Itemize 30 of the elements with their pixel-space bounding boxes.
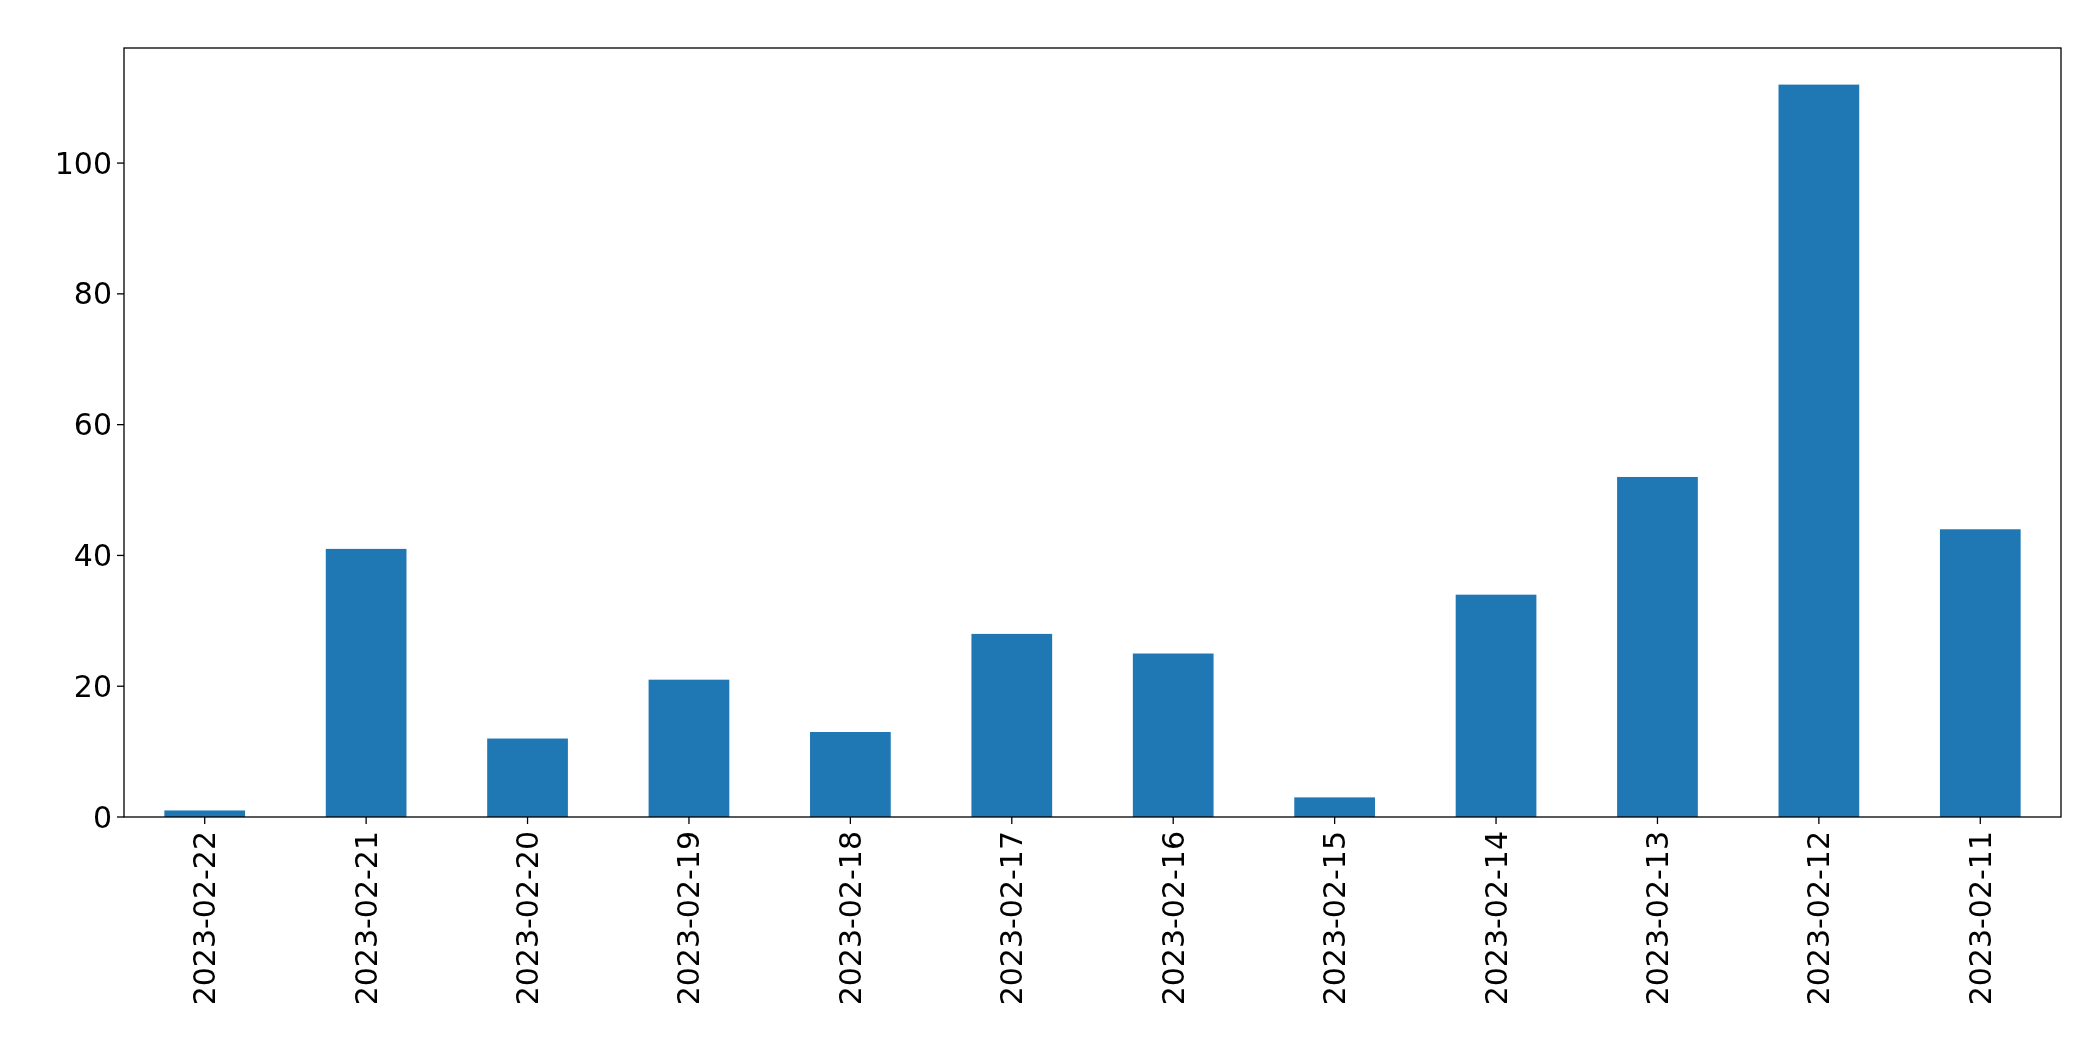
bar <box>1778 84 1860 817</box>
bar <box>648 679 730 817</box>
bar <box>1617 476 1698 817</box>
bar <box>325 548 407 817</box>
y-tick-label: 20 <box>73 668 112 704</box>
x-tick-label: 2023-02-17 <box>994 831 1030 1006</box>
y-tick-label: 40 <box>73 537 112 573</box>
bar <box>971 633 1053 817</box>
y-tick-label: 0 <box>92 799 112 835</box>
x-tick-label: 2023-02-22 <box>187 831 223 1006</box>
x-tick-label: 2023-02-16 <box>1155 831 1191 1006</box>
y-tick-label: 100 <box>54 145 112 181</box>
x-tick-label: 2023-02-20 <box>510 831 546 1006</box>
x-tick-label: 2023-02-19 <box>671 831 707 1006</box>
bar <box>164 810 246 817</box>
x-tick-label: 2023-02-18 <box>832 831 868 1006</box>
y-tick-label: 80 <box>73 276 112 312</box>
y-tick-label: 60 <box>73 407 112 443</box>
bar <box>1939 529 2021 817</box>
x-tick-label: 2023-02-12 <box>1801 831 1837 1006</box>
bar <box>1132 653 1214 817</box>
bar <box>1294 797 1375 817</box>
x-tick-label: 2023-02-11 <box>1962 831 1998 1006</box>
bar <box>1455 594 1537 817</box>
x-tick-label: 2023-02-13 <box>1639 831 1675 1006</box>
x-tick-label: 2023-02-14 <box>1478 831 1514 1006</box>
bar <box>810 731 891 817</box>
x-tick-label: 2023-02-15 <box>1317 831 1353 1006</box>
bar <box>487 738 568 817</box>
x-tick-label: 2023-02-21 <box>348 831 384 1006</box>
